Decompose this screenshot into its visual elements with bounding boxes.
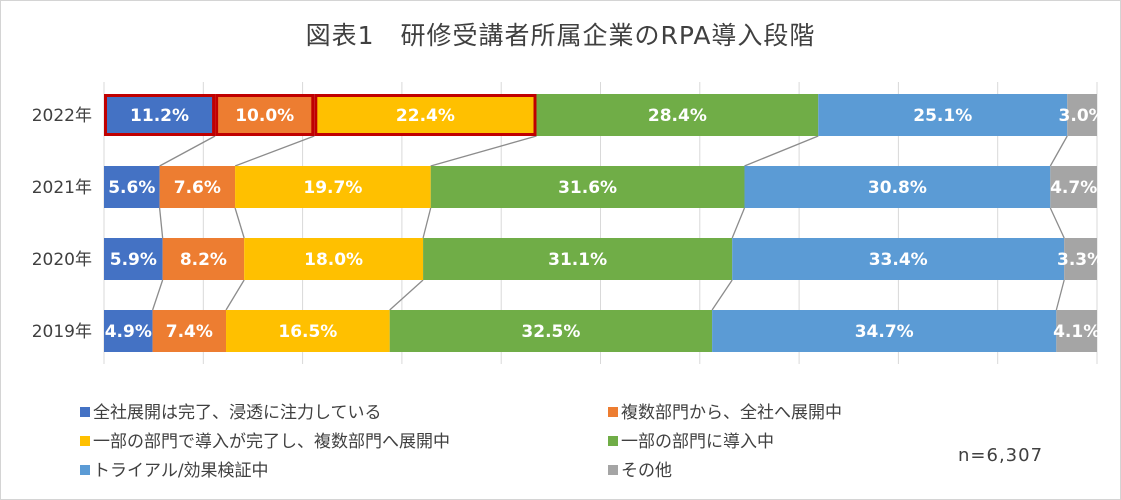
data-label: 25.1% [913,106,972,126]
data-label: 30.8% [868,178,927,198]
bar-segment [104,94,216,136]
bar-segment [744,166,1051,208]
bar-segment [732,238,1065,280]
category-tick-label: 2020年 [32,250,92,270]
data-label: 4.1% [1053,322,1100,342]
series-connector-line [711,279,733,311]
series-connector-line [422,207,432,239]
stacked-bar-plot: 11.2% 10.0% 22.4% 28.4% 25.1% 3.0% 2022年 5.6% 7.… [31,82,1106,364]
category-tick-label: 2019年 [32,322,92,342]
bar-segment [162,238,245,280]
bar-segment [104,310,153,352]
legend-swatch [608,465,618,475]
data-label: 34.7% [855,322,914,342]
legend-label: 一部の部門に導入中 [621,432,774,452]
data-label: 22.4% [396,106,455,126]
data-label: 32.5% [521,322,580,342]
data-label: 4.7% [1050,178,1097,198]
legend-label: トライアル/効果検証中 [93,461,269,481]
bar-segment [712,310,1057,352]
data-label: 3.3% [1057,250,1104,270]
legend-label: 全社展開は完了、浸透に注力している [93,403,382,423]
series-connector-line [225,279,245,311]
bar-segment [104,166,160,208]
bar-segment [159,166,236,208]
legend-item: 一部の部門に導入中 [608,427,774,452]
series-connector-line [159,135,216,167]
bar-segment [235,166,431,208]
series-connector-line [234,135,315,167]
series-connector-line [1049,135,1068,167]
series-connector-line [1049,207,1065,239]
bar-segment [244,238,424,280]
series-connector-line [1055,279,1065,311]
series-connector-line [158,207,164,239]
bar-segment [818,94,1068,136]
legend-swatch [80,436,90,446]
legend-swatch [608,407,618,417]
data-label: 16.5% [278,322,337,342]
bar-segment [423,238,733,280]
series-connector-line [389,279,424,311]
bar-segment [389,310,713,352]
series-connector-line [430,135,537,167]
bar-segment [104,238,163,280]
legend-item: トライアル/効果検証中 [80,456,269,481]
legend-item: 一部の部門で導入が完了し、複数部門へ展開中 [80,427,450,452]
legend-item: 全社展開は完了、浸透に注力している [80,398,382,423]
data-label: 5.9% [110,250,157,270]
legend-label: 複数部門から、全社へ展開中 [621,403,842,423]
legend-swatch [80,407,90,417]
legend-item: 複数部門から、全社へ展開中 [608,398,842,423]
data-label: 5.6% [108,178,155,198]
data-label: 31.1% [548,250,607,270]
bar-segment [430,166,745,208]
data-label: 3.0% [1059,106,1106,126]
chart-title: 図表1 研修受講者所属企業のRPA導入段階 [305,21,816,50]
legend-swatch [608,436,618,446]
category-tick-label: 2021年 [32,178,92,198]
bar-segment [1050,166,1097,208]
bar-segment [1056,310,1097,352]
legend-item: その他 [608,456,672,481]
legend-label: その他 [621,461,672,481]
bar-segment [536,94,819,136]
bar-segment [1064,238,1097,280]
data-label: 18.0% [304,250,363,270]
bar-segment [215,94,315,136]
series-connector-line [744,135,819,167]
series-connector-line [234,207,245,239]
data-label: 10.0% [235,106,294,126]
series-connector-line [731,207,746,239]
data-label: 4.9% [105,322,152,342]
data-label: 31.6% [558,178,617,198]
data-label: 33.4% [869,250,928,270]
data-label: 28.4% [648,106,707,126]
bar-segment [226,310,390,352]
series-connector-line [151,279,164,311]
data-label: 7.6% [174,178,221,198]
data-label: 11.2% [130,106,189,126]
sample-size-note: n=6,307 [958,445,1044,466]
bar-segment [152,310,227,352]
data-label: 19.7% [303,178,362,198]
legend-label: 一部の部門で導入が完了し、複数部門へ展開中 [93,432,450,452]
legend-swatch [80,465,90,475]
bar-segment [1067,94,1097,136]
data-label: 7.4% [166,322,213,342]
data-label: 8.2% [180,250,227,270]
category-tick-label: 2022年 [32,106,92,126]
bar-segment [314,94,537,136]
